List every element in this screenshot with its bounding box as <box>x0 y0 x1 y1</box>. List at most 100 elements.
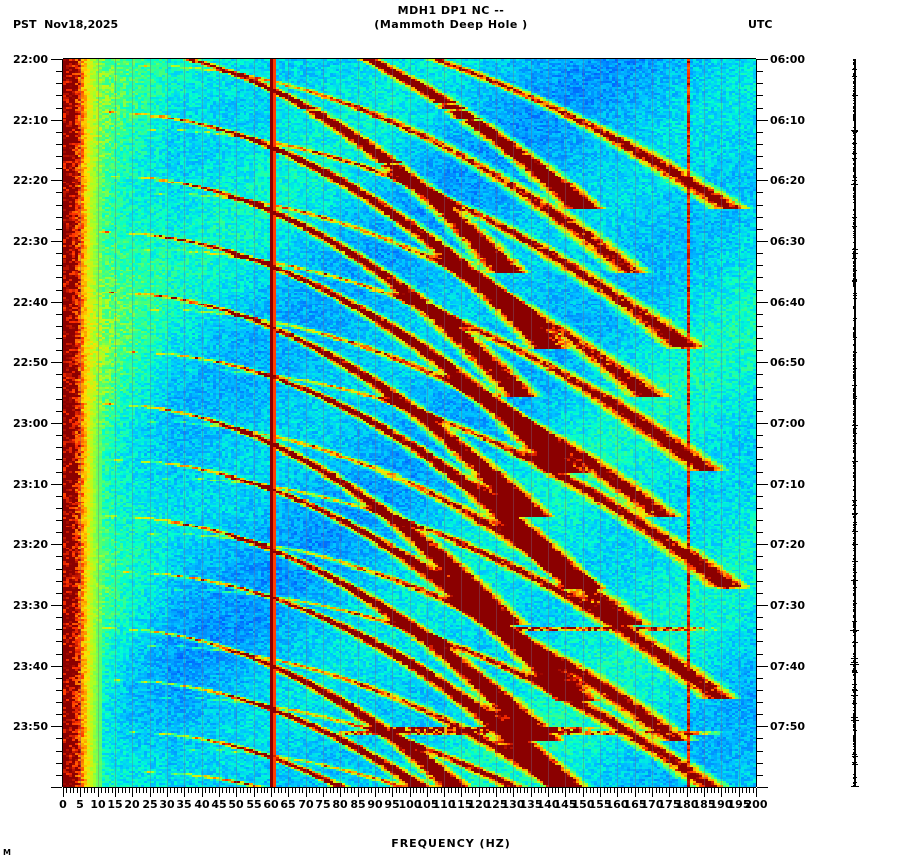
x-tick <box>513 788 514 797</box>
x-tick <box>129 788 130 793</box>
x-tick <box>226 788 227 793</box>
x-tick <box>330 788 331 793</box>
x-tick <box>288 788 289 797</box>
y-tick-minor <box>56 654 62 655</box>
x-tick <box>482 788 483 793</box>
x-tick <box>337 788 338 793</box>
y-tick-minor <box>56 678 62 679</box>
y-tick-minor-right <box>757 253 763 254</box>
x-tick <box>274 788 275 793</box>
x-tick <box>437 788 438 793</box>
y-axis-left-label: 22:50 <box>12 356 48 369</box>
plot-border-left <box>62 59 63 787</box>
x-tick <box>157 788 158 793</box>
x-tick <box>680 788 681 793</box>
y-tick-minor-right <box>757 520 763 521</box>
x-tick <box>659 788 660 793</box>
y-tick-minor <box>51 302 62 303</box>
x-tick <box>177 788 178 793</box>
y-tick-minor-right <box>757 787 768 788</box>
x-tick <box>441 788 442 793</box>
x-tick <box>451 788 452 793</box>
x-tick <box>652 788 653 797</box>
y-tick-minor <box>56 411 62 412</box>
x-tick <box>316 788 317 793</box>
y-tick-minor-right <box>757 399 763 400</box>
x-tick <box>649 788 650 793</box>
y-tick-minor-right <box>757 569 763 570</box>
x-tick <box>552 788 553 793</box>
y-tick-minor-right <box>757 726 768 727</box>
x-tick <box>496 788 497 797</box>
x-tick <box>586 788 587 793</box>
x-tick <box>489 788 490 793</box>
y-tick-minor <box>51 787 62 788</box>
x-tick <box>493 788 494 793</box>
x-tick <box>666 788 667 793</box>
y-tick-minor <box>56 71 62 72</box>
y-axis-right-label: 07:10 <box>770 478 806 491</box>
x-tick <box>434 788 435 793</box>
y-tick-minor <box>51 544 62 545</box>
x-tick <box>635 788 636 797</box>
x-tick <box>507 788 508 793</box>
y-tick-minor-right <box>757 59 768 60</box>
x-tick <box>378 788 379 793</box>
y-tick-minor <box>56 95 62 96</box>
spectrogram-plot[interactable] <box>63 59 756 787</box>
x-tick <box>617 788 618 797</box>
x-tick <box>202 788 203 797</box>
x-tick <box>423 788 424 793</box>
x-tick <box>319 788 320 793</box>
y-tick-minor <box>56 229 62 230</box>
x-tick <box>160 788 161 793</box>
x-tick <box>562 788 563 793</box>
y-tick-minor-right <box>757 447 763 448</box>
x-tick <box>725 788 726 793</box>
y-tick-minor-right <box>757 120 768 121</box>
x-tick <box>212 788 213 793</box>
y-tick-minor <box>56 775 62 776</box>
x-tick <box>458 788 459 793</box>
x-tick <box>527 788 528 793</box>
y-axis-right-label: 06:20 <box>770 174 806 187</box>
x-tick <box>399 788 400 793</box>
x-axis-tick-label: 115 <box>449 798 473 811</box>
x-tick <box>690 788 691 793</box>
y-tick-minor <box>51 241 62 242</box>
y-tick-minor-right <box>757 144 763 145</box>
y-tick-minor-right <box>757 532 763 533</box>
x-tick <box>413 788 414 793</box>
y-tick-minor-right <box>757 132 763 133</box>
x-tick <box>749 788 750 793</box>
y-tick-minor <box>56 593 62 594</box>
y-tick-minor-right <box>757 544 768 545</box>
y-tick-minor-right <box>757 459 763 460</box>
x-tick <box>323 788 324 797</box>
x-tick <box>295 788 296 793</box>
x-tick <box>711 788 712 793</box>
x-tick <box>517 788 518 793</box>
x-tick <box>108 788 109 793</box>
y-tick-minor-right <box>757 666 768 667</box>
x-tick <box>73 788 74 793</box>
x-axis-tick-label: 45 <box>211 798 227 811</box>
y-tick-minor-right <box>757 217 763 218</box>
y-tick-minor-right <box>757 338 763 339</box>
x-tick <box>621 788 622 793</box>
x-tick <box>233 788 234 793</box>
x-tick <box>590 788 591 793</box>
x-tick <box>163 788 164 793</box>
x-tick <box>351 788 352 793</box>
x-tick <box>410 788 411 797</box>
y-tick-minor <box>56 399 62 400</box>
x-tick <box>191 788 192 793</box>
y-tick-minor-right <box>757 593 763 594</box>
x-tick <box>254 788 255 797</box>
x-tick <box>420 788 421 793</box>
y-axis-right-label: 06:40 <box>770 296 806 309</box>
y-tick-minor <box>56 132 62 133</box>
x-tick <box>721 788 722 797</box>
x-tick <box>676 788 677 793</box>
x-tick <box>694 788 695 793</box>
